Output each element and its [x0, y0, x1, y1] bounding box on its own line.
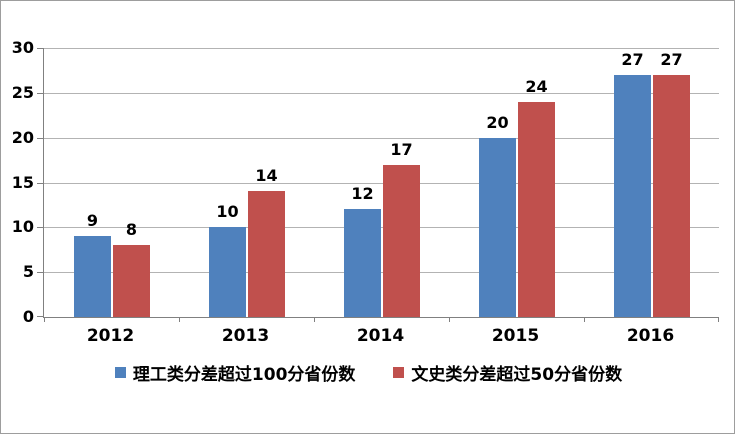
y-axis-tick	[37, 272, 43, 273]
x-axis-tick	[179, 317, 180, 322]
gridline	[44, 227, 719, 228]
legend-item: 理工类分差超过100分省份数	[114, 360, 356, 385]
bar-value-label: 8	[125, 220, 138, 239]
y-axis-tick-label: 30	[11, 38, 34, 57]
x-axis-tick	[314, 317, 315, 322]
x-axis-tick	[44, 317, 45, 322]
x-axis-tick	[449, 317, 450, 322]
bar-value-label: 9	[86, 211, 99, 230]
gridline	[44, 183, 719, 184]
bar-value-label: 10	[216, 202, 239, 221]
legend-swatch-blue-icon	[114, 366, 126, 378]
bar	[518, 102, 555, 317]
gridline	[44, 48, 719, 49]
y-axis-tick	[37, 48, 43, 49]
y-axis-tick-label: 15	[11, 173, 34, 192]
bar-value-label: 14	[255, 166, 278, 185]
y-axis-tick-label: 0	[22, 307, 34, 326]
legend-label: 文史类分差超过50分省份数	[411, 364, 623, 385]
bar	[113, 245, 150, 317]
bar	[653, 75, 690, 317]
y-axis-tick	[37, 183, 43, 184]
x-axis-label: 2013	[221, 326, 270, 346]
bar-value-label: 27	[660, 50, 683, 69]
bar-value-label: 27	[621, 50, 644, 69]
y-axis-tick-label: 5	[22, 262, 34, 281]
x-axis-label: 2015	[491, 326, 540, 346]
legend-item: 文史类分差超过50分省份数	[393, 360, 622, 385]
x-axis-tick	[584, 317, 585, 322]
y-axis-tick-label: 20	[11, 128, 34, 147]
gridline	[44, 93, 719, 94]
gridline	[44, 272, 719, 273]
bar	[479, 138, 516, 317]
legend-label: 理工类分差超过100分省份数	[132, 364, 356, 385]
y-axis-tick-label: 10	[11, 217, 34, 236]
y-axis-tick	[37, 138, 43, 139]
bar	[74, 236, 111, 317]
bar-value-label: 12	[351, 184, 374, 203]
bar	[383, 165, 420, 317]
y-axis-tick	[37, 93, 43, 94]
y-axis-tick-label: 25	[11, 83, 34, 102]
x-axis-label: 2014	[356, 326, 405, 346]
y-axis-tick	[37, 227, 43, 228]
bar-value-label: 20	[486, 113, 509, 132]
y-axis-tick	[37, 316, 43, 317]
x-axis-tick	[718, 317, 719, 322]
bar	[614, 75, 651, 317]
bar	[209, 227, 246, 317]
x-axis-label: 2016	[626, 326, 675, 346]
bar	[248, 191, 285, 317]
bar	[344, 209, 381, 317]
plot-area: 9 8 10 14 12 17 20 24 27 27	[37, 48, 719, 322]
legend: 理工类分差超过100分省份数 文史类分差超过50分省份数	[1, 357, 734, 387]
gridline	[44, 138, 719, 139]
legend-swatch-red-icon	[393, 366, 405, 378]
x-axis-label: 2012	[86, 326, 135, 346]
bar-value-label: 17	[390, 140, 413, 159]
bar-value-label: 24	[525, 77, 548, 96]
